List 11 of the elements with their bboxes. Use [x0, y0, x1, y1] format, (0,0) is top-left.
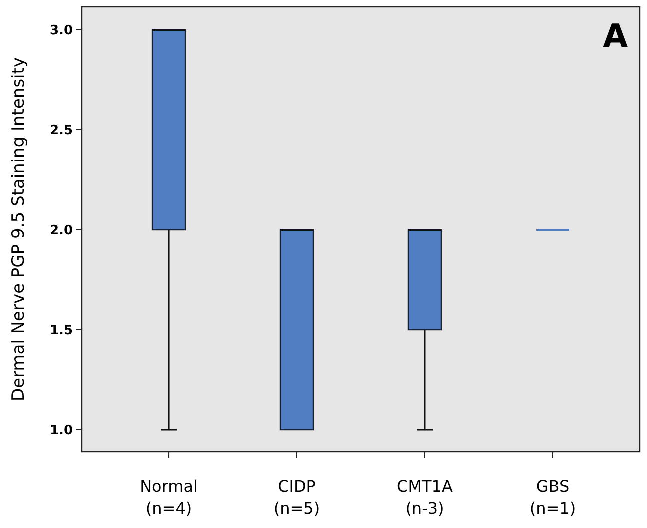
y-axis-title: Dermal Nerve PGP 9.5 Staining Intensity	[9, 57, 29, 402]
y-tick-label: 2.5	[50, 124, 73, 139]
x-tick-label: GBS (n=1)	[530, 477, 576, 518]
x-tick-label: CMT1A (n-3)	[397, 477, 453, 518]
y-tick-label: 1.0	[50, 424, 73, 439]
x-tick-label: CIDP (n=5)	[274, 477, 320, 518]
x-tick-label: Normal (n=4)	[140, 477, 198, 518]
y-tick-label: 3.0	[50, 24, 73, 39]
y-tick-label: 2.0	[50, 224, 73, 239]
y-tick-label: 1.5	[50, 324, 73, 339]
annotation: A	[603, 17, 628, 55]
